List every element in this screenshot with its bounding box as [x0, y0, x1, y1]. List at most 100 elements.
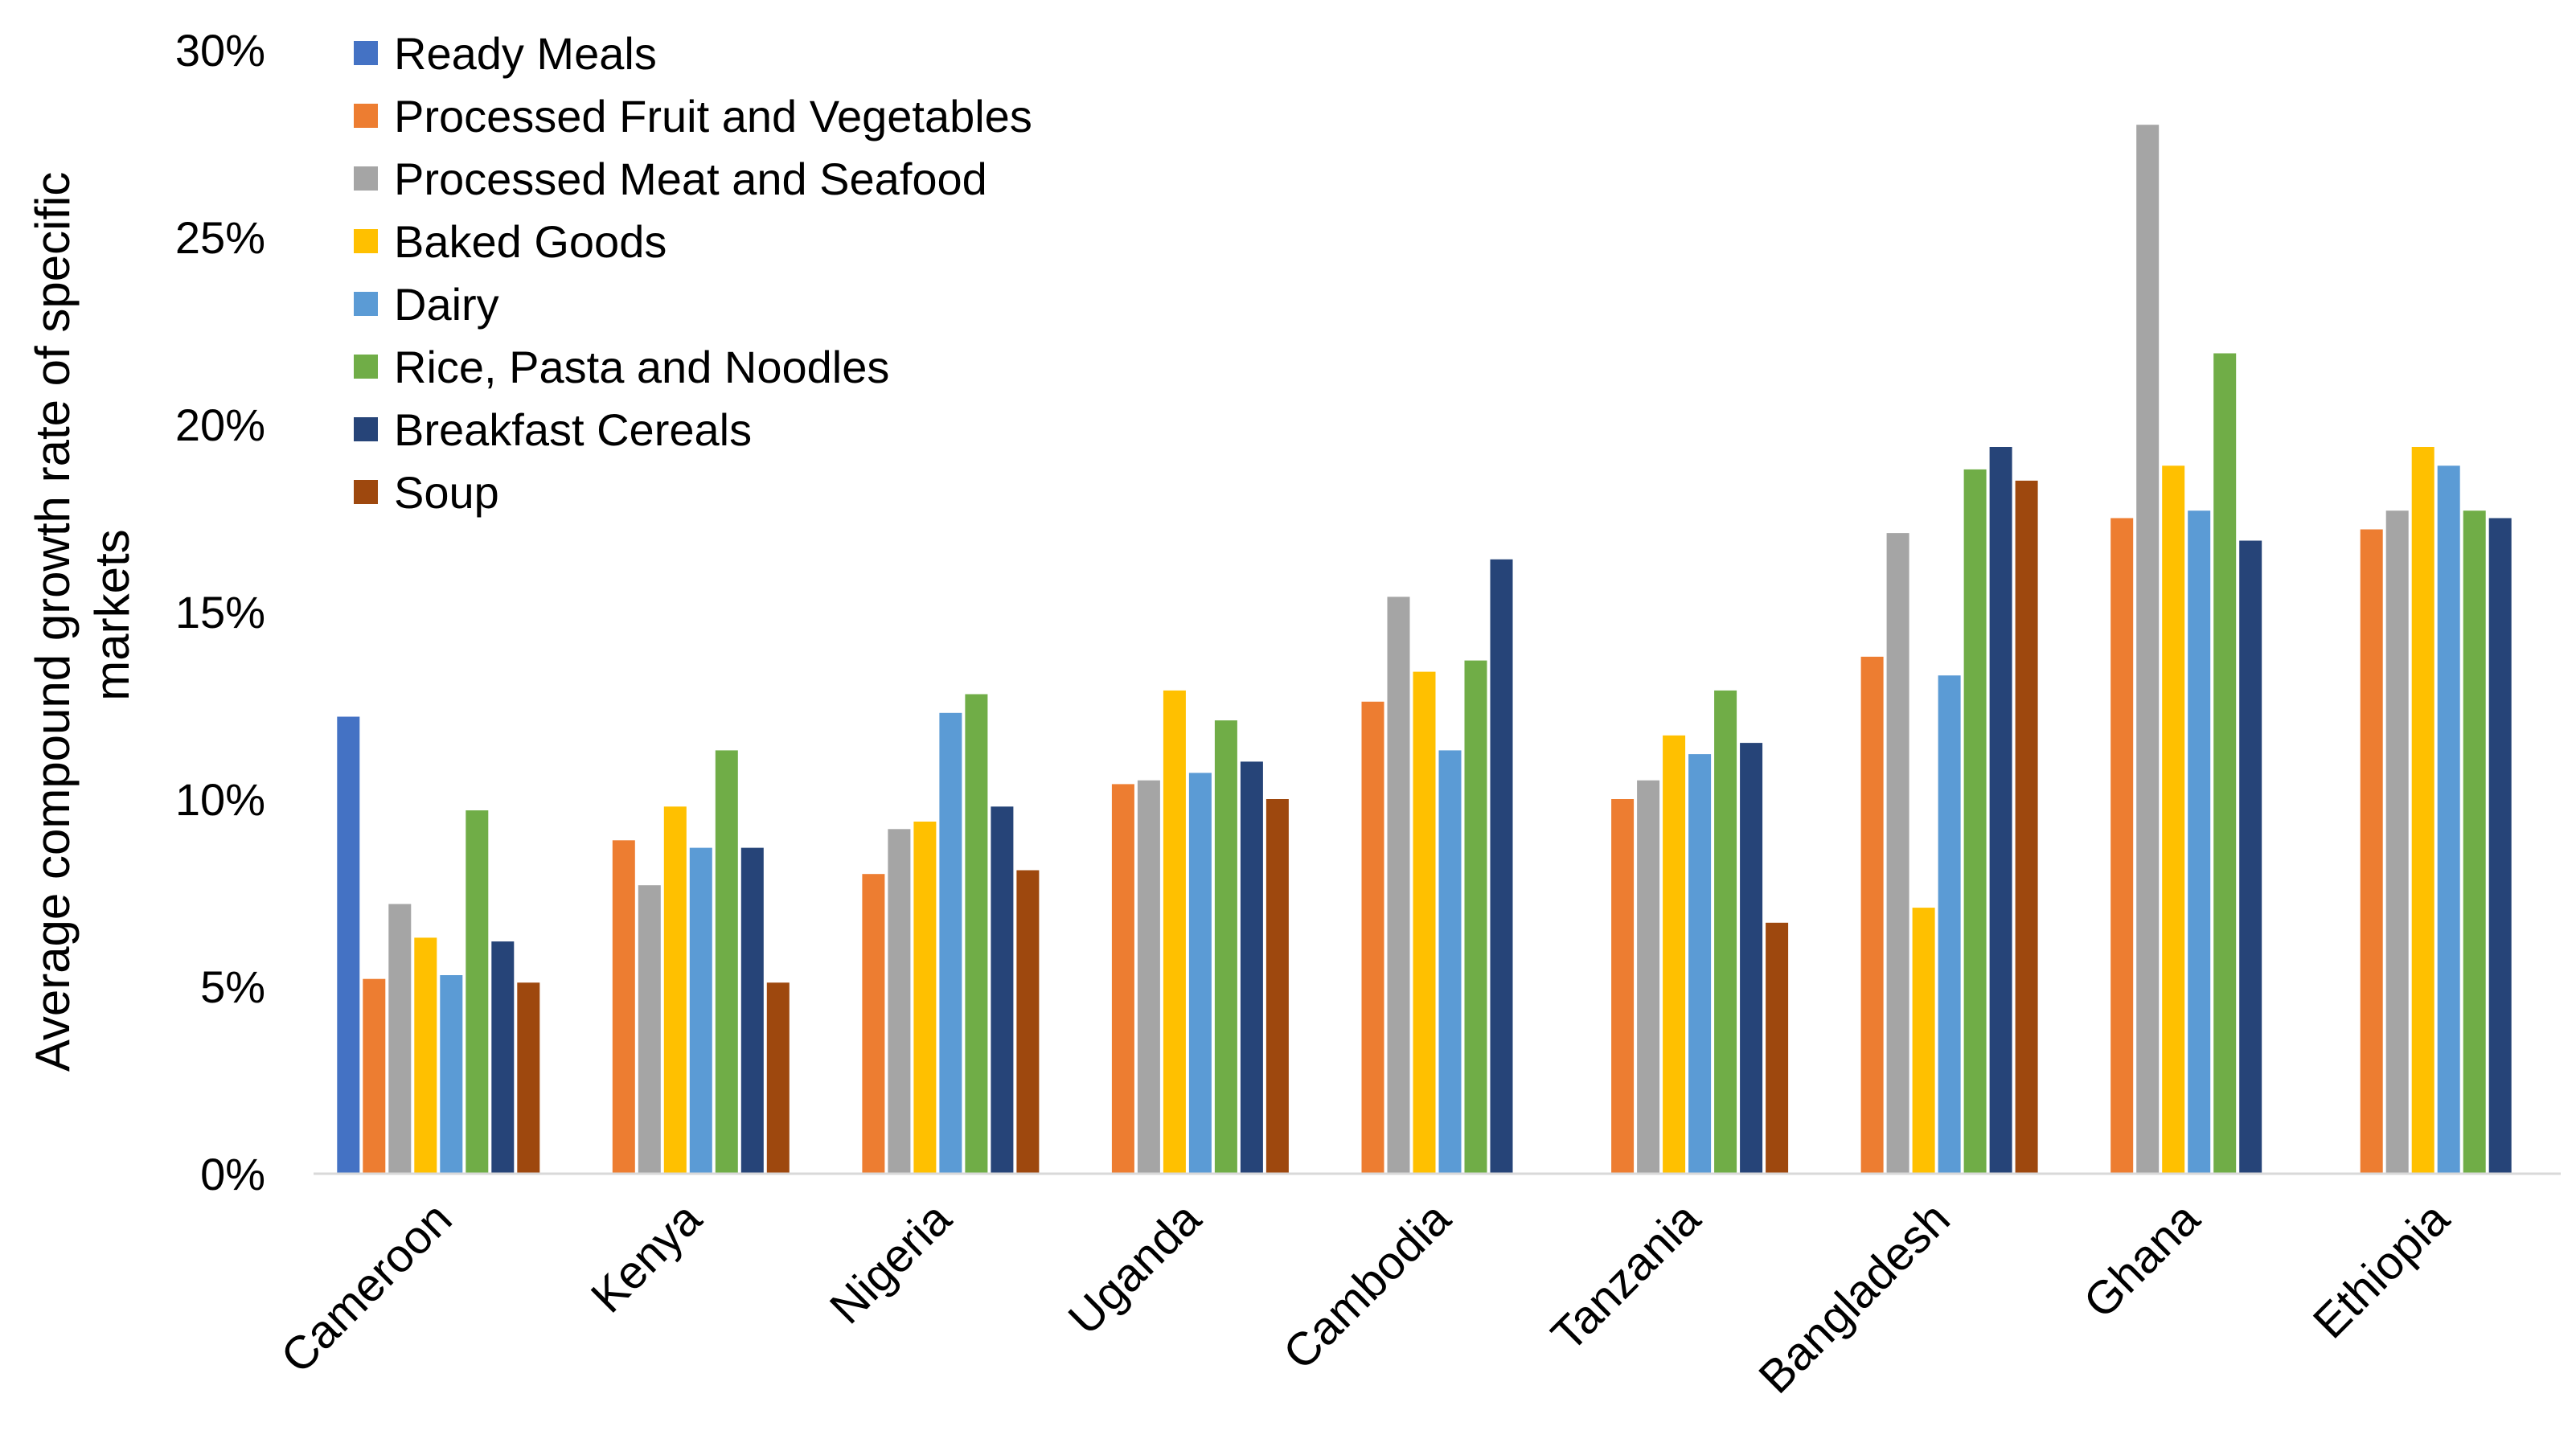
bar-kenya-rice-pasta-and-noodles: [715, 750, 738, 1174]
x-tick-label-bangladesh: Bangladesh: [1749, 1192, 1960, 1404]
bar-uganda-soup: [1265, 799, 1289, 1174]
y-tick-label: 25%: [175, 212, 265, 263]
bar-ghana-processed-fruit-and-vegetables: [2110, 518, 2134, 1174]
bar-nigeria-rice-pasta-and-noodles: [965, 694, 988, 1174]
x-ticks: Cameroon Kenya Nigeria Uganda Cambodia Tanzan…: [271, 1192, 2459, 1404]
y-axis-title-line-1: Average compound growth rate of specific: [26, 172, 80, 1072]
x-tick-label-cambodia: Cambodia: [1274, 1192, 1461, 1380]
bar-bangladesh-rice-pasta-and-noodles: [1963, 469, 1987, 1174]
legend-swatch-processed-fruit-and-vegetables: [354, 104, 378, 128]
bar-nigeria-processed-meat-and-seafood: [888, 829, 911, 1174]
bar-kenya-soup: [766, 982, 790, 1174]
y-axis-title-line-2: markets: [85, 529, 139, 700]
legend-label-dairy: Dairy: [394, 279, 499, 330]
x-tick-label-ethiopia: Ethiopia: [2303, 1192, 2460, 1349]
bar-ethiopia-breakfast-cereals: [2488, 518, 2512, 1174]
bar-cameroon-baked-goods: [414, 937, 437, 1174]
bar-tanzania-processed-fruit-and-vegetables: [1611, 799, 1635, 1174]
y-axis-title: Average compound growth rate of specific…: [26, 158, 139, 1072]
bar-uganda-processed-meat-and-seafood: [1137, 780, 1160, 1174]
bar-cameroon-soup: [517, 982, 540, 1174]
bar-cameroon-dairy: [440, 975, 463, 1174]
bar-ethiopia-dairy: [2437, 465, 2460, 1174]
bar-uganda-rice-pasta-and-noodles: [1214, 720, 1237, 1174]
y-tick-label: 0%: [200, 1149, 265, 1199]
bar-cambodia-rice-pasta-and-noodles: [1464, 660, 1487, 1174]
bar-cameroon-processed-meat-and-seafood: [388, 904, 412, 1174]
bar-tanzania-baked-goods: [1663, 735, 1686, 1174]
bar-uganda-breakfast-cereals: [1240, 761, 1263, 1174]
bar-tanzania-rice-pasta-and-noodles: [1714, 690, 1737, 1174]
bar-bangladesh-breakfast-cereals: [1989, 447, 2012, 1174]
legend-label-ready-meals: Ready Meals: [394, 28, 657, 79]
bar-ethiopia-baked-goods: [2411, 447, 2434, 1174]
bar-kenya-dairy: [689, 847, 712, 1174]
bar-cameroon-breakfast-cereals: [491, 941, 515, 1174]
bar-ethiopia-rice-pasta-and-noodles: [2463, 510, 2486, 1174]
legend: Ready Meals Processed Fruit and Vegetable…: [354, 28, 1032, 518]
bar-cambodia-processed-fruit-and-vegetables: [1361, 701, 1384, 1174]
legend-label-breakfast-cereals: Breakfast Cereals: [394, 404, 752, 455]
bar-nigeria-processed-fruit-and-vegetables: [862, 874, 885, 1174]
legend-label-baked-goods: Baked Goods: [394, 216, 667, 267]
bar-cambodia-baked-goods: [1413, 671, 1436, 1174]
bar-bangladesh-processed-meat-and-seafood: [1886, 533, 1909, 1174]
x-tick-label-tanzania: Tanzania: [1541, 1192, 1711, 1362]
bar-ghana-baked-goods: [2162, 465, 2185, 1174]
y-tick-label: 10%: [175, 774, 265, 825]
x-tick-label-nigeria: Nigeria: [820, 1192, 962, 1334]
x-tick-label-kenya: Kenya: [581, 1192, 712, 1323]
bar-kenya-breakfast-cereals: [740, 847, 764, 1174]
legend-swatch-soup: [354, 480, 378, 504]
y-tick-label: 20%: [175, 400, 265, 450]
legend-swatch-baked-goods: [354, 229, 378, 253]
bar-nigeria-dairy: [939, 712, 962, 1174]
bar-cameroon-ready-meals: [337, 716, 360, 1174]
bars-layer: [337, 125, 2512, 1175]
bar-cambodia-dairy: [1438, 750, 1462, 1174]
legend-swatch-processed-meat-and-seafood: [354, 166, 378, 191]
legend-label-rice-pasta-and-noodles: Rice, Pasta and Noodles: [394, 342, 889, 392]
bar-ghana-dairy: [2188, 510, 2211, 1174]
bar-uganda-processed-fruit-and-vegetables: [1111, 784, 1134, 1174]
bar-kenya-baked-goods: [663, 806, 687, 1174]
bar-cambodia-processed-meat-and-seafood: [1387, 597, 1410, 1174]
bar-ethiopia-processed-meat-and-seafood: [2385, 510, 2409, 1174]
bar-bangladesh-soup: [2015, 480, 2038, 1174]
legend-swatch-ready-meals: [354, 41, 378, 65]
legend-swatch-dairy: [354, 292, 378, 316]
bar-cameroon-processed-fruit-and-vegetables: [363, 978, 386, 1174]
legend-label-processed-fruit-and-vegetables: Processed Fruit and Vegetables: [394, 91, 1032, 141]
legend-swatch-breakfast-cereals: [354, 417, 378, 441]
bar-tanzania-breakfast-cereals: [1740, 743, 1763, 1174]
bar-cambodia-breakfast-cereals: [1490, 559, 1513, 1174]
legend-swatch-rice-pasta-and-noodles: [354, 355, 378, 379]
x-tick-label-ghana: Ghana: [2074, 1192, 2210, 1329]
bar-nigeria-soup: [1016, 870, 1040, 1174]
y-ticks: 0% 5% 10% 15% 20% 25% 30%: [175, 25, 265, 1199]
bar-ghana-processed-meat-and-seafood: [2136, 125, 2160, 1175]
bar-tanzania-soup: [1766, 922, 1789, 1174]
legend-label-soup: Soup: [394, 467, 499, 518]
y-tick-label: 5%: [200, 961, 265, 1012]
bar-uganda-baked-goods: [1163, 690, 1186, 1174]
bar-ghana-breakfast-cereals: [2239, 540, 2262, 1174]
bar-ghana-rice-pasta-and-noodles: [2213, 353, 2237, 1174]
bar-bangladesh-baked-goods: [1912, 908, 1935, 1174]
legend-label-processed-meat-and-seafood: Processed Meat and Seafood: [394, 154, 987, 204]
x-tick-label-cameroon: Cameroon: [271, 1192, 461, 1383]
bar-kenya-processed-meat-and-seafood: [638, 885, 661, 1174]
y-tick-label: 30%: [175, 25, 265, 76]
bar-uganda-dairy: [1188, 773, 1212, 1174]
bar-kenya-processed-fruit-and-vegetables: [612, 840, 635, 1174]
x-tick-label-uganda: Uganda: [1059, 1192, 1212, 1345]
bar-nigeria-breakfast-cereals: [991, 806, 1014, 1174]
bar-ethiopia-processed-fruit-and-vegetables: [2360, 529, 2383, 1174]
bar-tanzania-processed-meat-and-seafood: [1637, 780, 1660, 1174]
bar-cameroon-rice-pasta-and-noodles: [466, 810, 489, 1174]
y-tick-label: 15%: [175, 587, 265, 638]
bar-bangladesh-dairy: [1938, 675, 1961, 1174]
bar-nigeria-baked-goods: [913, 822, 937, 1174]
